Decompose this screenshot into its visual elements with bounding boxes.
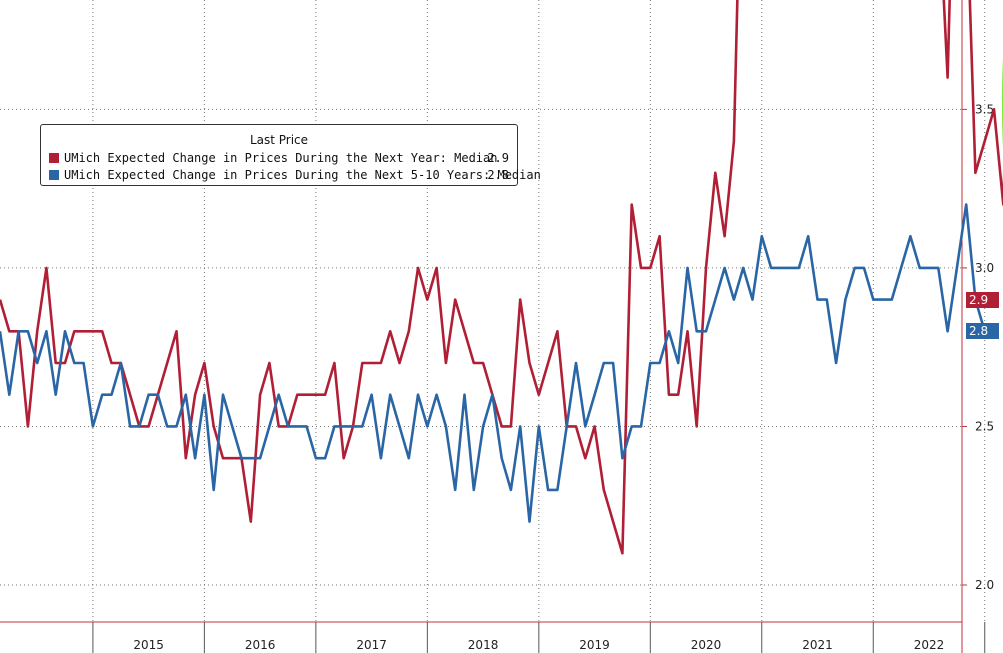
legend-label-one-year: UMich Expected Change in Prices During t… (64, 151, 498, 165)
y-tick-label: 2.5 (975, 419, 994, 433)
legend-swatch-five-ten-year (49, 170, 59, 180)
legend-value-one-year: 2.9 (487, 151, 509, 165)
x-tick-label: 2018 (468, 638, 499, 652)
last-value-tag-one-year: 2.9 (966, 291, 999, 308)
x-tick-label: 2022 (914, 638, 945, 652)
series-line-five-ten-year (0, 203, 986, 523)
x-axis: 201520162017201820192020202120222023 (0, 621, 986, 653)
x-tick-label: 2021 (802, 638, 833, 652)
x-tick-label: 2017 (356, 638, 387, 652)
legend-title: Last Price (249, 133, 309, 147)
y-tick-label: 2.0 (975, 578, 994, 592)
x-tick-label: 2015 (133, 638, 164, 652)
series-line-one-year (0, 0, 1003, 555)
x-tick-label: 2019 (579, 638, 610, 652)
legend-entry-one-year: UMich Expected Change in Prices During t… (49, 150, 509, 166)
y-tick-label: 3.5 (975, 102, 994, 116)
x-tick-label: 2020 (691, 638, 722, 652)
legend-value-five-ten-year: 2.8 (487, 168, 509, 182)
legend-entry-five-ten-year: UMich Expected Change in Prices During t… (49, 167, 541, 183)
legend-swatch-one-year (49, 153, 59, 163)
legend: Last Price UMich Expected Change in Pric… (40, 124, 541, 186)
gridlines (0, 0, 986, 622)
x-tick-label: 2016 (245, 638, 276, 652)
y-tick-label: 3.0 (975, 261, 994, 275)
legend-label-five-ten-year: UMich Expected Change in Prices During t… (64, 168, 541, 182)
y-axis: 2.02.53.03.54.04.55.05.5 (961, 0, 994, 653)
series-lines (0, 0, 1003, 555)
last-value-tag-five-ten-year: 2.8 (966, 323, 999, 340)
